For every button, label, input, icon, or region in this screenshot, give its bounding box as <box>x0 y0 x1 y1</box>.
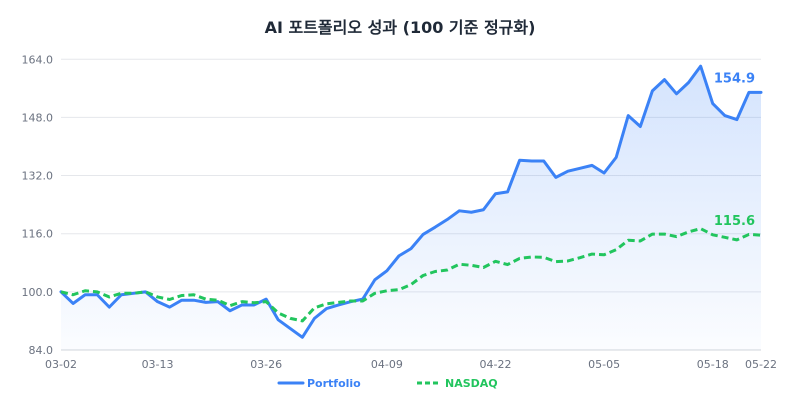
y-tick-label: 84.0 <box>29 344 54 357</box>
legend-label-portfolio: Portfolio <box>307 377 361 390</box>
legend: Portfolio NASDAQ <box>277 377 498 390</box>
y-tick-label: 116.0 <box>22 228 54 241</box>
y-tick-label: 164.0 <box>22 53 54 66</box>
x-tick-label: 03-13 <box>142 358 174 371</box>
x-tick-label: 05-22 <box>745 358 777 371</box>
x-axis: 03-02 03-13 03-26 04-09 04-22 05-05 05-18 05-22 <box>45 358 777 371</box>
legend-label-nasdaq: NASDAQ <box>445 377 498 390</box>
series-area-portfolio <box>61 66 761 351</box>
end-value-label: 115.6 <box>714 214 755 229</box>
x-tick-label: 05-18 <box>697 358 729 371</box>
end-value-label: 154.9 <box>714 71 755 86</box>
y-tick-label: 100.0 <box>22 286 54 299</box>
x-tick-label: 04-22 <box>479 358 511 371</box>
x-tick-label: 03-02 <box>45 358 77 371</box>
y-tick-label: 148.0 <box>22 111 54 124</box>
series-layer <box>59 64 763 339</box>
y-axis: 84.0 100.0 116.0 132.0 148.0 164.0 <box>22 53 54 357</box>
end-labels: 154.9 115.6 <box>714 71 755 229</box>
chart-title: AI 포트폴리오 성과 (100 기준 정규화) <box>265 18 536 37</box>
series-line-portfolio <box>59 64 763 339</box>
x-tick-label: 04-09 <box>371 358 403 371</box>
series-line-nasdaq <box>60 227 762 323</box>
y-tick-label: 132.0 <box>22 170 54 183</box>
x-tick-label: 03-26 <box>250 358 282 371</box>
area-layer <box>61 66 761 351</box>
x-tick-label: 05-05 <box>588 358 620 371</box>
